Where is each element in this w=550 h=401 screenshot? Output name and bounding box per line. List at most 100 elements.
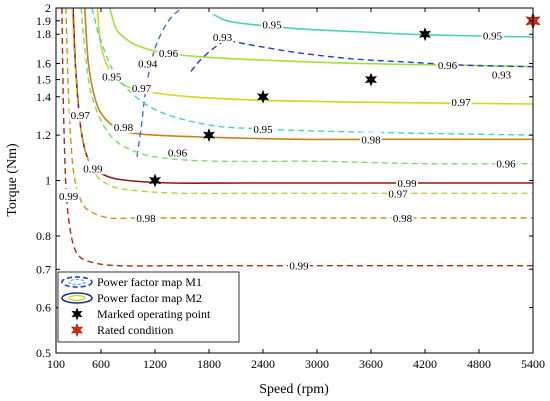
m1-contour-label: 0.97 [71, 110, 91, 122]
m1-label-bg [57, 188, 80, 202]
m2-label-bg [261, 17, 283, 31]
m2-contour-label: 0.96 [159, 48, 179, 60]
y-tick-label: 1.9 [36, 14, 51, 28]
y-axis-title: Torque (Nm) [5, 143, 20, 217]
y-tick-label: 1.6 [36, 57, 51, 71]
m2-contour-label: 0.99 [397, 178, 417, 190]
m1-label-bg [166, 145, 189, 159]
x-tick-label: 100 [47, 357, 65, 371]
m2-contour-label: 0.97 [451, 97, 471, 109]
m1-contour-label: 0.98 [136, 213, 156, 225]
m2-contour-0-98 [84, 7, 533, 141]
m1-label-bg [288, 258, 310, 272]
m1-label-bg [136, 56, 159, 70]
operating-point-star-icon [148, 173, 162, 188]
y-tick-label: 0.8 [36, 229, 51, 243]
legend-m1-symbol [61, 276, 93, 288]
m1-label-bg [69, 108, 92, 122]
m2-label-bg [130, 81, 153, 94]
x-tick-label: 3600 [359, 357, 383, 371]
legend-operating-point-label: Marked operating point [97, 307, 211, 321]
m2-contour-label: 0.98 [114, 122, 134, 134]
x-axis-title: Speed (rpm) [259, 382, 329, 397]
m1-contour-label: 0.96 [496, 159, 516, 171]
m1-contour-0-95 [91, 7, 534, 136]
m1-label-bg [100, 69, 123, 83]
m2-label-bg [450, 95, 472, 109]
m1-contour-label: 0.93 [213, 32, 233, 44]
m1-label-bg [252, 122, 274, 135]
m1-contour-0-97 [71, 7, 534, 195]
legend-rated-label: Rated condition [97, 323, 173, 337]
legend-box [57, 271, 240, 343]
x-tick-label: 5400 [521, 357, 545, 371]
m1-contour-0-99 [61, 7, 533, 267]
m2-contour-lines [72, 7, 534, 184]
m1-contour-label: 0.94 [138, 59, 158, 71]
m1-contour-label: 0.98 [393, 213, 413, 225]
m1-contour-label: 0.95 [102, 71, 122, 83]
m2-contour-label: 0.99 [83, 163, 103, 175]
x-tick-label: 600 [92, 357, 110, 371]
x-tick-label: 4200 [413, 357, 437, 371]
m1-label-bg [135, 211, 157, 224]
m2-label-bg [436, 58, 459, 72]
m1-label-bg [387, 186, 409, 200]
y-tick-label: 0.5 [36, 346, 51, 360]
m2-label-bg [157, 45, 180, 59]
y-tick-label: 2 [45, 1, 51, 15]
m2-label-bg [360, 132, 382, 146]
y-tick-label: 1.4 [36, 90, 51, 104]
legend-item-m2: Power factor map M2 [61, 291, 202, 305]
y-tick-label: 0.6 [36, 301, 51, 315]
m2-contour-label: 0.97 [132, 83, 152, 95]
m2-contour-labels: 0.95 0.95 0.96 0.96 0.97 0.97 0.98 0.98 0.99 0.99 [81, 17, 504, 190]
legend-black-star-icon [71, 307, 83, 321]
m1-contour-label: 0.93 [492, 70, 512, 82]
operating-point-star-icon [364, 72, 378, 87]
m2-contour-label: 0.95 [262, 20, 282, 32]
m2-label-bg [81, 161, 104, 175]
m2-label-bg [481, 28, 504, 42]
m2-contour-label: 0.96 [438, 60, 458, 72]
legend-m1-label: Power factor map M1 [97, 275, 202, 289]
m1-contour-label: 0.99 [59, 191, 79, 203]
m1-label-bg [490, 67, 513, 81]
m2-contour-label: 0.98 [361, 134, 381, 146]
m2-contour-0-95 [213, 13, 534, 38]
m2-contour-0-97 [96, 7, 534, 105]
x-tick-label: 2400 [251, 357, 275, 371]
legend-m2-label: Power factor map M2 [97, 291, 202, 305]
operating-point-star-icon [418, 27, 432, 42]
x-tick-label: 1200 [143, 357, 167, 371]
y-tick-label: 0.7 [36, 262, 51, 276]
m1-contour-label: 0.99 [289, 261, 309, 273]
legend-m2-symbol-inner [68, 294, 86, 302]
legend-item-rated: Rated condition [70, 322, 173, 338]
m1-contour-label: 0.96 [168, 147, 188, 159]
m2-contour-0-96 [109, 7, 534, 68]
y-tick-label: 1.5 [36, 73, 51, 87]
legend-item-m1: Power factor map M1 [61, 275, 202, 289]
m1-contour-label: 0.95 [253, 124, 273, 136]
m1-contour-0-96 [80, 7, 534, 165]
m1-contour-label: 0.97 [388, 188, 408, 200]
x-tick-label: 4800 [467, 357, 491, 371]
m1-label-bg [391, 211, 414, 224]
m2-contour-label: 0.95 [483, 31, 503, 43]
legend-m2-symbol [61, 292, 93, 304]
y-tick-label: 1.8 [36, 27, 51, 41]
operating-point-star-icon [202, 128, 216, 143]
m2-label-bg [396, 176, 418, 189]
y-axis: 0.5 0.6 0.7 0.8 1 1.2 1.4 1.5 1.6 1.81.92 [36, 1, 533, 360]
m2-label-bg [112, 120, 135, 133]
operating-point-star-icon [256, 89, 270, 104]
legend-item-operating-point: Marked operating point [71, 307, 211, 321]
m1-contour-labels: 0.93 0.93 0.94 0.95 0.95 0.96 0.96 0.97 0.97 0.98… [57, 30, 517, 273]
legend: Power factor map M1 Power factor map M2 … [57, 271, 240, 343]
legend-red-star-icon [70, 322, 84, 338]
y-tick-label: 1 [45, 174, 51, 188]
x-axis: 100 600 1200 1800 2400 3000 3600 4200 4800 5400 [47, 8, 545, 371]
x-tick-label: 3000 [305, 357, 329, 371]
